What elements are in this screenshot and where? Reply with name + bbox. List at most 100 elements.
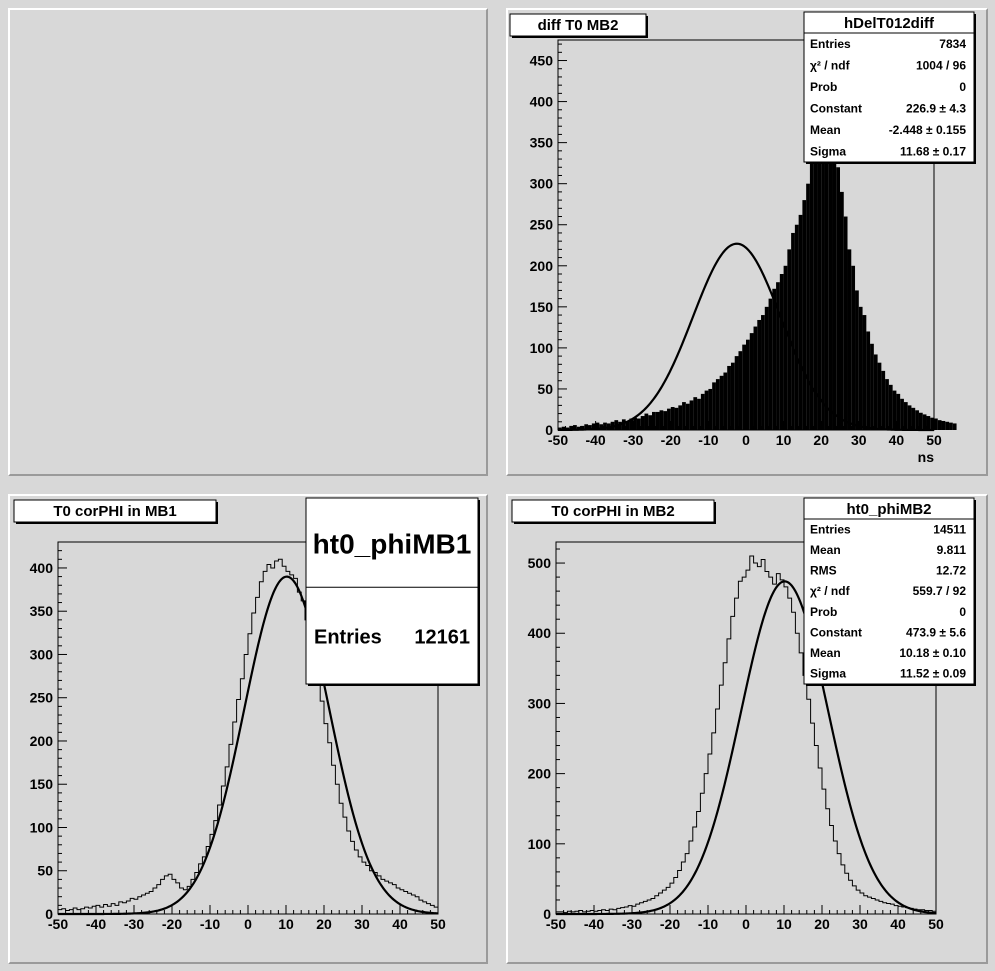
- histogram-t0-corphi-mb1: -50 -40 -30 -20 -10 0 10 20 30 40 50 0 50 100 150 200 25…: [13, 497, 480, 932]
- histogram-bar: [862, 315, 867, 430]
- histogram-bar: [708, 388, 713, 430]
- stats-label: χ² / ndf: [810, 58, 851, 72]
- histogram-bar: [809, 159, 814, 431]
- stats-label: Mean: [810, 543, 841, 557]
- stats-label: Constant: [810, 625, 862, 639]
- histogram-bar: [723, 372, 728, 430]
- y-tick-label: 300: [530, 176, 554, 192]
- histogram-bar: [866, 331, 871, 430]
- y-tick-label: 150: [530, 299, 554, 315]
- pad-bottom-right[interactable]: -50 -40 -30 -20 -10 0 10 20 30 40 50 0 100 200 300 400 5…: [506, 494, 988, 964]
- histogram-bar: [599, 424, 604, 430]
- histogram-bar: [573, 425, 577, 430]
- histogram-bar: [832, 150, 837, 430]
- histogram-bar: [821, 68, 825, 430]
- histogram-bar: [941, 420, 946, 430]
- x-tick-label: 50: [430, 916, 446, 932]
- histogram-bar: [764, 306, 769, 430]
- histogram-bar: [945, 421, 950, 430]
- histogram-bar: [813, 134, 818, 430]
- x-tick-label: -30: [623, 432, 643, 448]
- x-tick-label: 10: [278, 916, 294, 932]
- y-tick-label: 250: [30, 690, 54, 706]
- histogram-line: [555, 555, 936, 914]
- histogram-bar: [877, 362, 882, 430]
- x-tick-label: 20: [813, 432, 829, 448]
- stats-label: Prob: [810, 605, 837, 619]
- histogram-bar: [674, 407, 679, 430]
- y-tick-label: 450: [530, 53, 554, 69]
- pad-bottom-left[interactable]: -50 -40 -30 -20 -10 0 10 20 30 40 50 0 50 100 150 200 25…: [8, 494, 488, 964]
- title-box: [511, 499, 715, 523]
- stats-value: 14511: [933, 522, 966, 536]
- x-tick-label: 50: [926, 432, 942, 448]
- chart-title: T0 corPHI in MB2: [551, 503, 674, 520]
- y-tick-label: 50: [537, 381, 553, 397]
- pad-top-left[interactable]: [8, 8, 488, 476]
- histogram-bar: [949, 422, 953, 430]
- histogram-bar: [730, 362, 735, 430]
- chart-title: diff T0 MB2: [538, 17, 619, 34]
- histogram-bar: [911, 407, 916, 430]
- stats-box: [305, 497, 479, 685]
- histogram-bar: [952, 423, 957, 430]
- x-tick-label: -50: [48, 916, 68, 932]
- histogram-bar: [659, 410, 664, 430]
- histogram-diff-t0-mb2: -50 -40 -30 -20 -10 0 10 20 30 40 50 0 50 100 150 200 25…: [509, 11, 976, 465]
- stats-value: 559.7 / 92: [913, 584, 967, 598]
- histogram-bar: [802, 200, 807, 430]
- x-tick-label: -30: [622, 916, 642, 932]
- y-tick-label: 400: [530, 94, 554, 110]
- histogram-bar: [761, 315, 765, 430]
- histogram-bar: [648, 415, 652, 430]
- x-tick-label: -40: [585, 432, 605, 448]
- x-tick-label: -20: [660, 916, 680, 932]
- histogram-bar: [678, 405, 683, 430]
- histogram-bar: [561, 426, 566, 430]
- histogram-bar: [682, 402, 686, 430]
- x-tick-label: 10: [776, 432, 792, 448]
- histogram-bar: [817, 101, 822, 430]
- histogram-bar: [667, 408, 671, 430]
- histogram-bar: [742, 344, 746, 430]
- histogram-bar: [746, 339, 750, 430]
- x-tick-label: -50: [546, 916, 566, 932]
- y-tick-label: 400: [528, 625, 552, 641]
- histogram-bar: [719, 375, 724, 430]
- histogram-bar: [926, 416, 931, 430]
- x-tick-label: 40: [889, 432, 905, 448]
- histogram-bar: [652, 411, 656, 430]
- x-tick-label: -10: [200, 916, 220, 932]
- histogram-bar: [836, 167, 840, 430]
- stats-box: [803, 11, 975, 163]
- stats-value: -2.448 ± 0.155: [889, 123, 967, 137]
- x-tick-label: 20: [316, 916, 332, 932]
- stats-value: 10.18 ± 0.10: [899, 646, 966, 660]
- histogram-bar: [915, 410, 919, 430]
- stats-value: 7834: [939, 37, 966, 51]
- histogram-bar: [855, 290, 859, 430]
- stats-label: Entries: [314, 627, 382, 649]
- histogram-bar: [584, 424, 589, 430]
- stats-value: 12161: [414, 627, 470, 649]
- stats-label: χ² / ndf: [810, 584, 851, 598]
- chart-title: T0 corPHI in MB1: [53, 503, 176, 520]
- histogram-bar: [753, 326, 758, 430]
- histogram-bar: [693, 397, 698, 430]
- histogram-bar: [922, 414, 927, 430]
- histogram-bar: [697, 398, 701, 430]
- x-tick-label: 10: [776, 916, 792, 932]
- histogram-bar: [828, 109, 833, 430]
- stats-box: [803, 497, 975, 685]
- histogram-bar: [843, 216, 848, 430]
- x-tick-label: -10: [698, 916, 718, 932]
- stats-label: Mean: [810, 646, 841, 660]
- x-tick-label: -40: [584, 916, 604, 932]
- histogram-bar: [847, 249, 852, 430]
- histogram-bar: [768, 298, 773, 430]
- pad-top-right[interactable]: -50 -40 -30 -20 -10 0 10 20 30 40 50 0 50 100 150 200 25…: [506, 8, 988, 476]
- histogram-bar: [791, 232, 795, 430]
- histogram-bar: [655, 411, 660, 430]
- stats-label: RMS: [810, 564, 837, 578]
- x-axis-title: ns: [918, 449, 935, 465]
